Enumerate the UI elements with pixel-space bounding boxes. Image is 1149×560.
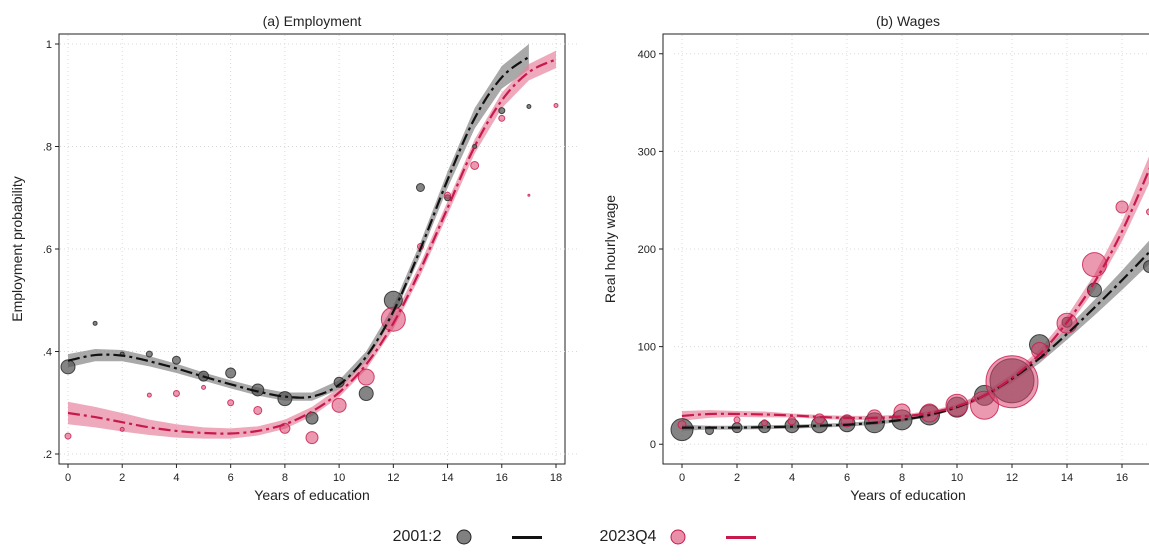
employment-x-tick-label: 0 <box>65 472 71 484</box>
employment-ci-band-2023 <box>68 50 556 439</box>
wages-y-tick-label: 300 <box>638 146 656 158</box>
employment-fit-line-2001 <box>67 55 530 399</box>
wages-point-2023 <box>761 419 768 427</box>
wages-y-tick-label: 400 <box>638 49 656 61</box>
employment-point-2001 <box>498 107 506 115</box>
employment-point-2023 <box>357 368 375 386</box>
employment-title: (a) Employment <box>263 13 362 29</box>
wages-x-tick-label: 2 <box>734 472 740 484</box>
employment-marks <box>60 44 559 445</box>
employment-point-2023 <box>470 160 480 170</box>
employment-y-tick-label: .6 <box>43 244 52 256</box>
employment-point-2001 <box>526 104 532 110</box>
wages-y-tick-label: 200 <box>638 244 656 256</box>
employment-point-2023 <box>146 392 152 398</box>
employment-x-tick-label: 2 <box>119 472 125 484</box>
employment-point-2001 <box>60 359 76 375</box>
employment-point-2023 <box>201 384 207 390</box>
employment-point-2001 <box>225 367 237 379</box>
employment-x-label: Years of education <box>254 487 369 503</box>
employment-point-2023 <box>119 426 125 432</box>
employment-point-2001 <box>305 411 319 425</box>
wages-point-2023 <box>733 416 741 424</box>
employment-y-label: Employment probability <box>9 176 25 322</box>
employment-x-tick-label: 12 <box>387 472 399 484</box>
employment-point-2023 <box>444 191 452 199</box>
employment-point-2001 <box>415 183 425 192</box>
employment-panel: .2 .4 .6 .8 1 0 2 4 6 8 10 12 14 16 18 (a) Employment… <box>9 13 579 503</box>
wages-point-2001 <box>1087 282 1102 298</box>
wages-point-2001 <box>1143 260 1149 274</box>
employment-x-tick-label: 8 <box>282 472 288 484</box>
employment-y-axis: .2 .4 .6 .8 1 <box>43 39 59 461</box>
wages-y-label: Real hourly wage <box>602 195 618 303</box>
employment-x-tick-label: 16 <box>496 472 508 484</box>
legend-line-2001 <box>511 535 542 539</box>
wages-y-tick-label: 100 <box>638 342 656 354</box>
employment-y-tick-label: .2 <box>43 449 52 461</box>
employment-x-axis: 0 2 4 6 8 10 12 14 16 18 <box>65 464 562 484</box>
employment-x-tick-label: 4 <box>173 472 179 484</box>
employment-x-tick-label: 18 <box>550 472 562 484</box>
employment-point-2001 <box>277 391 293 407</box>
wages-point-2023 <box>1082 252 1107 278</box>
employment-point-2001 <box>358 386 374 402</box>
wages-x-tick-label: 10 <box>951 472 963 484</box>
employment-point-2023 <box>498 114 506 122</box>
employment-x-tick-label: 10 <box>333 472 345 484</box>
employment-point-2023 <box>227 399 235 407</box>
employment-point-2023 <box>172 390 180 398</box>
employment-point-2001 <box>145 350 153 358</box>
employment-y-tick-label: .4 <box>43 347 52 359</box>
legend-line-2023 <box>726 535 757 539</box>
wages-point-2023 <box>1031 342 1048 360</box>
employment-x-tick-label: 6 <box>228 472 234 484</box>
legend: 2001:2 2023Q4 <box>0 528 1149 546</box>
legend-label-2023: 2023Q4 <box>599 528 657 545</box>
wages-x-tick-label: 0 <box>679 472 685 484</box>
wages-point-2023 <box>814 413 825 425</box>
wages-point-2023 <box>1115 200 1129 214</box>
wages-point-2001 <box>670 418 694 442</box>
wages-y-axis: 0 100 200 300 400 <box>638 49 663 451</box>
wages-gridlines <box>674 35 1149 463</box>
wages-fit-line-2023 <box>681 167 1149 420</box>
employment-x-tick-label: 14 <box>441 472 453 484</box>
wages-x-tick-label: 16 <box>1116 472 1128 484</box>
legend-label-2001: 2001:2 <box>392 528 442 545</box>
wages-x-label: Years of education <box>850 487 965 503</box>
wages-point-2023 <box>787 416 797 426</box>
legend-marker-2001 <box>456 529 471 545</box>
wages-title: (b) Wages <box>876 13 940 29</box>
employment-point-2023 <box>527 193 531 197</box>
wages-fit-line-2001 <box>682 251 1149 429</box>
wages-x-tick-label: 8 <box>899 472 905 484</box>
wages-y-tick-label: 0 <box>650 439 656 451</box>
employment-point-2023 <box>305 431 319 445</box>
employment-y-tick-label: 1 <box>46 39 52 51</box>
employment-point-2001 <box>92 320 98 326</box>
wages-x-tick-label: 14 <box>1061 472 1073 484</box>
wages-x-tick-label: 4 <box>789 472 795 484</box>
employment-point-2001 <box>171 355 181 365</box>
employment-point-2023 <box>553 103 559 108</box>
employment-point-2023 <box>64 432 72 440</box>
legend-marker-2023 <box>670 529 686 545</box>
wages-x-tick-label: 6 <box>844 472 850 484</box>
employment-point-2023 <box>331 397 347 413</box>
employment-y-tick-label: .8 <box>43 142 52 154</box>
wages-marks <box>670 156 1149 442</box>
wages-point-2023 <box>1146 208 1149 216</box>
employment-point-2023 <box>253 405 263 415</box>
wages-x-tick-label: 12 <box>1006 472 1018 484</box>
